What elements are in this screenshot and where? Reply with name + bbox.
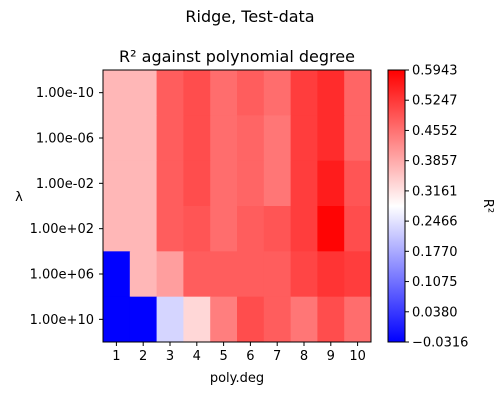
heatmap-cell: [156, 160, 184, 207]
colorbar-tick-label: 0.0380: [412, 305, 458, 320]
colorbar-tick-label: 0.4552: [412, 124, 458, 139]
heatmap-cell: [183, 115, 211, 162]
x-axis: 1 2 3 4 5 6 7 8 9 10: [112, 342, 366, 364]
heatmap-cell: [210, 251, 238, 298]
heatmap-cell: [237, 115, 265, 162]
heatmap-cell: [103, 115, 131, 162]
heatmap-cell: [129, 296, 158, 343]
heatmap-cell: [103, 70, 131, 116]
heatmap-cell: [290, 70, 318, 116]
y-axis: 1.00e-10 1.00e-06 1.00e-02 1.00e+02 1.00e+06…: [30, 86, 103, 328]
heatmap-cell: [290, 296, 318, 343]
heatmap-cell: [263, 115, 292, 162]
heatmap-cell: [210, 206, 238, 252]
colorbar-tick-label: 0.5943: [412, 64, 458, 79]
x-tick-label: 5: [219, 349, 227, 364]
x-axis-label: poly.deg: [210, 371, 264, 386]
colorbar-tick-label: 0.3161: [412, 184, 458, 199]
heatmap-cell: [263, 160, 292, 207]
x-tick-label: 8: [300, 349, 308, 364]
x-tick-label: 7: [273, 349, 281, 364]
heatmap-cell: [317, 70, 345, 116]
y-tick-label: 1.00e+06: [30, 268, 94, 283]
colorbar-tick-label: 0.2466: [412, 215, 458, 230]
heatmap-cell: [129, 70, 158, 116]
heatmap-cell: [183, 160, 211, 207]
heatmap-cell: [344, 160, 372, 207]
heatmap-cell: [344, 70, 372, 116]
heatmap-cell: [290, 251, 318, 298]
heatmap: [103, 70, 372, 343]
heatmap-cell: [156, 115, 184, 162]
heatmap-cell: [263, 206, 292, 252]
heatmap-cell: [290, 115, 318, 162]
heatmap-cell: [156, 206, 184, 252]
y-axis-label: λ: [15, 190, 23, 205]
heatmap-cell: [129, 160, 158, 207]
heatmap-cell: [103, 160, 131, 207]
colorbar-label: R²: [480, 199, 495, 213]
heatmap-cell: [210, 115, 238, 162]
heatmap-cell: [237, 160, 265, 207]
heatmap-cell: [317, 115, 345, 162]
plot-frame: [102, 69, 372, 343]
y-tick-label: 1.00e-02: [36, 177, 94, 192]
y-tick-label: 1.00e+10: [30, 313, 94, 328]
figure-suptitle: Ridge, Test-data: [185, 7, 314, 26]
heatmap-cell: [103, 251, 131, 298]
x-tick-label: 9: [327, 349, 335, 364]
heatmap-cell: [317, 160, 345, 207]
heatmap-cell: [210, 160, 238, 207]
heatmap-cell: [183, 70, 211, 116]
y-tick-label: 1.00e-06: [36, 132, 94, 147]
y-tick-label: 1.00e-10: [36, 86, 94, 101]
heatmap-cell: [129, 115, 158, 162]
x-tick-label: 10: [349, 349, 366, 364]
heatmap-cell: [237, 206, 265, 252]
heatmap-cell: [317, 206, 345, 252]
heatmap-cell: [344, 296, 372, 343]
plot-title: R² against polynomial degree: [119, 47, 355, 66]
heatmap-cell: [237, 296, 265, 343]
x-tick-label: 1: [112, 349, 120, 364]
colorbar-tick-label: 0.1770: [412, 245, 458, 260]
colorbar-tick-label: −0.0316: [412, 336, 468, 351]
heatmap-cell: [183, 251, 211, 298]
colorbar-gradient: [387, 69, 406, 343]
heatmap-cell: [344, 206, 372, 252]
heatmap-cell: [317, 296, 345, 343]
heatmap-cell: [237, 251, 265, 298]
x-tick-label: 6: [246, 349, 254, 364]
heatmap-cell: [263, 296, 292, 343]
heatmap-cell: [317, 251, 345, 298]
colorbar-tick-label: 0.3857: [412, 154, 458, 169]
heatmap-cell: [263, 251, 292, 298]
x-tick-label: 3: [166, 349, 174, 364]
heatmap-cell: [103, 206, 131, 252]
colorbar: 0.5943 0.5247 0.4552 0.3857 0.3161 0.2466 0.17…: [387, 64, 468, 351]
heatmap-cell: [183, 296, 211, 343]
x-tick-label: 4: [193, 349, 201, 364]
heatmap-cell: [290, 206, 318, 252]
heatmap-cell: [156, 296, 184, 343]
heatmap-cell: [103, 296, 131, 343]
colorbar-tick-label: 0.5247: [412, 94, 458, 109]
heatmap-cell: [156, 251, 184, 298]
x-tick-label: 2: [139, 349, 147, 364]
heatmap-cell: [183, 206, 211, 252]
heatmap-cell: [290, 160, 318, 207]
heatmap-cell: [263, 70, 292, 116]
heatmap-cell: [344, 251, 372, 298]
colorbar-tick-label: 0.1075: [412, 275, 458, 290]
heatmap-cell: [129, 251, 158, 298]
heatmap-cell: [156, 70, 184, 116]
heatmap-cell: [210, 70, 238, 116]
heatmap-cell: [210, 296, 238, 343]
heatmap-cell: [344, 115, 372, 162]
heatmap-cell: [129, 206, 158, 252]
heatmap-cell: [237, 70, 265, 116]
y-tick-label: 1.00e+02: [30, 222, 94, 237]
